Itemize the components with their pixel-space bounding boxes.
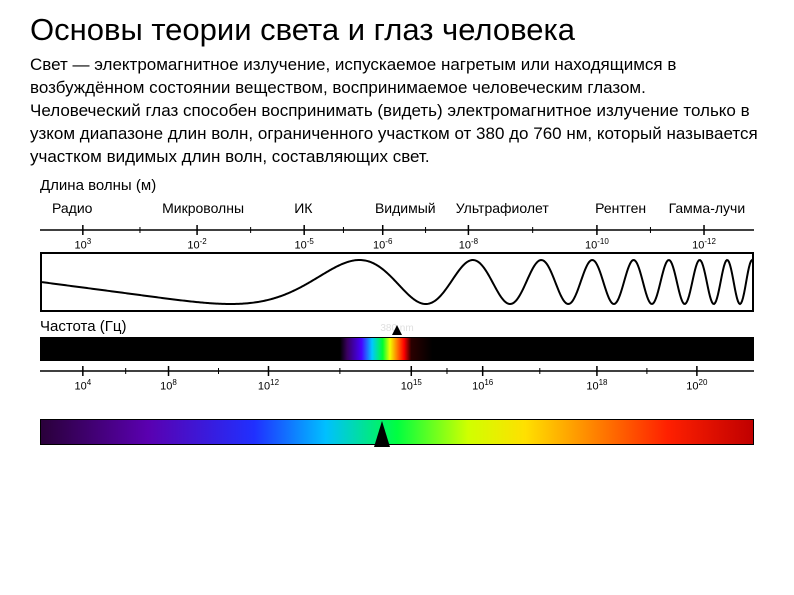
wavelength-axis-title: Длина волны (м) xyxy=(40,177,764,194)
scale-tick-label: 108 xyxy=(160,378,177,393)
band-label: Микроволны xyxy=(162,200,244,216)
wavelength-axis-line xyxy=(40,222,774,240)
spectrum-bar-2-wrap xyxy=(30,419,764,445)
scale-tick-label: 103 xyxy=(74,237,91,252)
band-label: ИК xyxy=(294,200,312,216)
scale-tick-label: 10-8 xyxy=(459,237,478,252)
band-label: Гамма-лучи xyxy=(669,200,746,216)
scale-tick-label: 1012 xyxy=(258,378,279,393)
band-label: Ультрафиолет xyxy=(456,200,549,216)
wave-box xyxy=(40,252,754,312)
scale-tick-label: 10-6 xyxy=(373,237,392,252)
spectrum-bar-1-wrap: 380 nm xyxy=(30,337,764,361)
spectrum-bar-visible xyxy=(40,419,754,445)
spectrum-bar-full xyxy=(40,337,754,361)
slide: Основы теории света и глаз человека Свет… xyxy=(0,0,794,457)
body-text: Свет — электромагнитное излучение, испус… xyxy=(30,54,764,169)
band-label: Видимый xyxy=(375,200,436,216)
band-label: Рентген xyxy=(595,200,646,216)
scale-tick-label: 104 xyxy=(74,378,91,393)
scale-tick-label: 1018 xyxy=(586,378,607,393)
visible-arrow-icon xyxy=(392,325,402,335)
scale-tick-label: 10-5 xyxy=(294,237,313,252)
scale-tick-label: 10-10 xyxy=(585,237,609,252)
scale-tick-label: 1016 xyxy=(472,378,493,393)
band-label: Радио xyxy=(52,200,92,216)
scale-tick-label: 10-12 xyxy=(692,237,716,252)
zoom-arrow-icon xyxy=(374,421,390,447)
frequency-scale: 104 108 1012 1015 1016 1018 1020 xyxy=(30,363,764,391)
scale-tick-label: 1020 xyxy=(686,378,707,393)
slide-title: Основы теории света и глаз человека xyxy=(30,12,764,48)
wavelength-scale: 103 10-2 10-5 10-6 10-8 10-10 10-12 xyxy=(30,222,764,250)
scale-tick-label: 10-2 xyxy=(187,237,206,252)
band-labels-row: Радио Микроволны ИК Видимый Ультрафиолет Рент… xyxy=(30,200,764,220)
wave-curve xyxy=(42,254,754,310)
scale-tick-label: 1015 xyxy=(401,378,422,393)
em-spectrum-diagram: Длина волны (м) Радио Микроволны ИК Видимый… xyxy=(30,177,764,445)
